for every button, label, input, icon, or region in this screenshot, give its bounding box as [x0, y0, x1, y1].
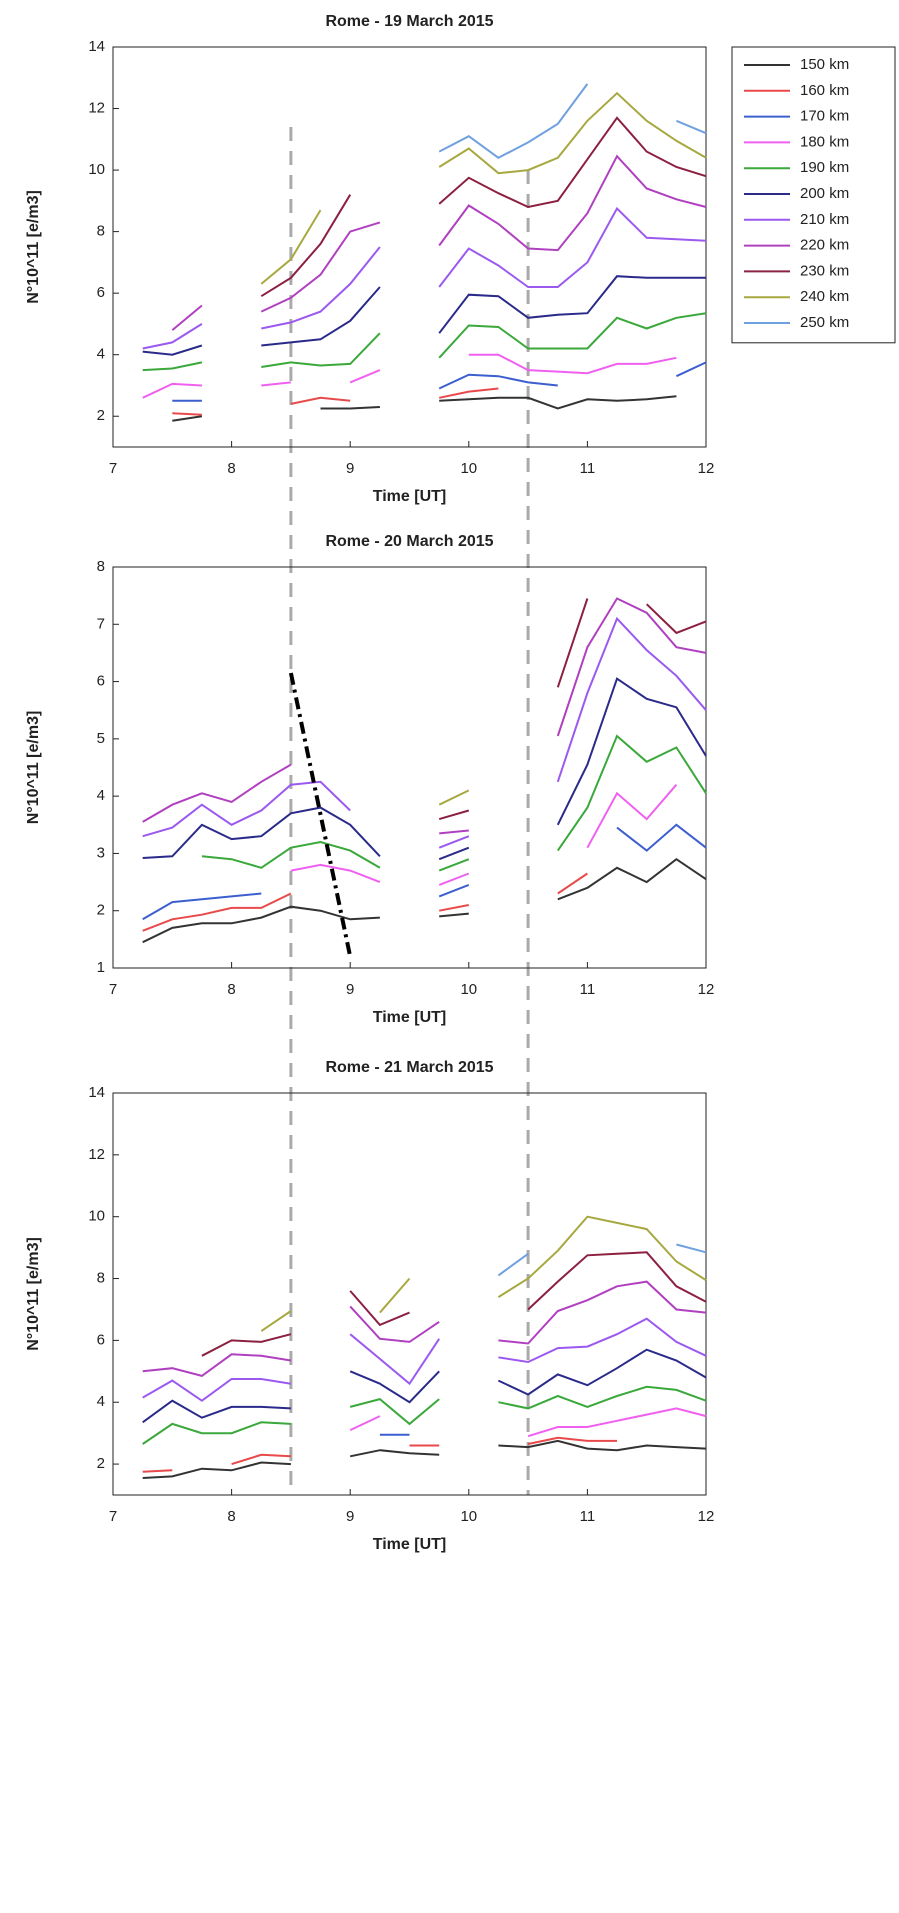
series-line [142, 1348, 707, 1424]
series-line [142, 677, 707, 861]
x-tick-label: 11 [580, 1508, 596, 1525]
x-tick-label: 8 [227, 981, 235, 998]
series-line [260, 116, 707, 298]
y-tick-label: 2 [97, 902, 105, 919]
x-tick-label: 10 [460, 1508, 477, 1525]
x-tick-label: 7 [109, 460, 117, 477]
series-line [438, 83, 707, 159]
chart-title: Rome - 21 March 2015 [325, 1059, 493, 1076]
y-tick-label: 4 [97, 1393, 105, 1410]
x-axis-label: Time [UT] [373, 1536, 446, 1553]
series-line [142, 616, 707, 849]
plot-frame [112, 566, 707, 969]
legend-label: 180 km [800, 133, 849, 150]
series-line [142, 1317, 707, 1402]
y-tick-label: 2 [97, 1455, 105, 1472]
x-tick-label: 10 [460, 981, 477, 998]
chart-title: Rome - 19 March 2015 [325, 13, 493, 30]
y-tick-label: 12 [88, 1146, 105, 1163]
series-line [349, 1407, 707, 1438]
x-tick-label: 12 [698, 981, 715, 998]
x-tick-label: 7 [109, 981, 117, 998]
y-tick-label: 4 [97, 346, 105, 363]
series-line [142, 353, 677, 399]
y-tick-label: 14 [88, 1084, 105, 1101]
y-axis-label: N°10^11 [e/m3] [25, 1237, 42, 1351]
y-tick-label: 12 [88, 100, 105, 117]
y-tick-label: 8 [97, 1270, 105, 1287]
x-tick-label: 11 [580, 460, 596, 477]
legend-label: 160 km [800, 82, 849, 99]
y-tick-label: 7 [97, 615, 105, 632]
y-tick-label: 14 [88, 38, 105, 55]
legend-label: 170 km [800, 108, 849, 125]
x-tick-label: 8 [227, 460, 235, 477]
trend-line [288, 672, 353, 957]
legend-label: 240 km [800, 288, 849, 305]
x-tick-label: 8 [227, 1508, 235, 1525]
series-line [438, 789, 470, 806]
y-axis-label: N°10^11 [e/m3] [25, 190, 42, 304]
y-tick-label: 6 [97, 1331, 105, 1348]
y-tick-label: 5 [97, 730, 105, 747]
series-line [142, 275, 706, 356]
legend-label: 190 km [800, 159, 849, 176]
y-tick-label: 6 [97, 673, 105, 690]
series-line [142, 1439, 707, 1479]
series-line [142, 857, 707, 944]
series-line [142, 872, 588, 932]
y-tick-label: 3 [97, 844, 105, 861]
series-line [172, 387, 499, 416]
x-axis-label: Time [UT] [373, 1009, 446, 1026]
y-tick-label: 6 [97, 284, 105, 301]
series-line [290, 784, 678, 886]
plot-frame [112, 46, 707, 448]
y-tick-label: 1 [97, 959, 105, 976]
y-tick-label: 4 [97, 787, 105, 804]
series-line [172, 361, 707, 402]
series-line [142, 206, 707, 350]
x-tick-label: 10 [460, 460, 477, 477]
legend-label: 200 km [800, 185, 849, 202]
x-tick-label: 12 [698, 460, 715, 477]
series-line [142, 312, 707, 372]
series-line [260, 91, 707, 285]
x-tick-label: 12 [698, 1508, 715, 1525]
legend-label: 230 km [800, 262, 849, 279]
series-line [260, 1215, 707, 1332]
y-tick-label: 8 [97, 223, 105, 240]
x-tick-label: 9 [346, 1508, 354, 1525]
x-tick-label: 9 [346, 981, 354, 998]
series-line [142, 823, 707, 921]
series-line [172, 395, 677, 422]
series-line [171, 154, 707, 331]
y-tick-label: 8 [97, 558, 105, 575]
series-line [497, 1243, 707, 1277]
legend-label: 210 km [800, 211, 849, 228]
y-tick-label: 10 [88, 161, 105, 178]
series-line [142, 1385, 707, 1445]
series-line [142, 1436, 617, 1473]
x-tick-label: 11 [580, 981, 596, 998]
legend-label: 150 km [800, 56, 849, 73]
x-axis-label: Time [UT] [373, 488, 446, 505]
chart-title: Rome - 20 March 2015 [325, 533, 493, 550]
series-line [142, 597, 707, 835]
series-line [438, 598, 707, 821]
x-tick-label: 7 [109, 1508, 117, 1525]
series-line [201, 734, 707, 872]
legend-label: 220 km [800, 237, 849, 254]
x-tick-label: 9 [346, 460, 354, 477]
legend-label: 250 km [800, 314, 849, 331]
series-line [142, 1280, 707, 1377]
y-tick-label: 10 [88, 1208, 105, 1225]
series-line [201, 1251, 707, 1357]
plot-frame [112, 1092, 707, 1496]
y-axis-label: N°10^11 [e/m3] [25, 711, 42, 825]
y-tick-label: 2 [97, 407, 105, 424]
